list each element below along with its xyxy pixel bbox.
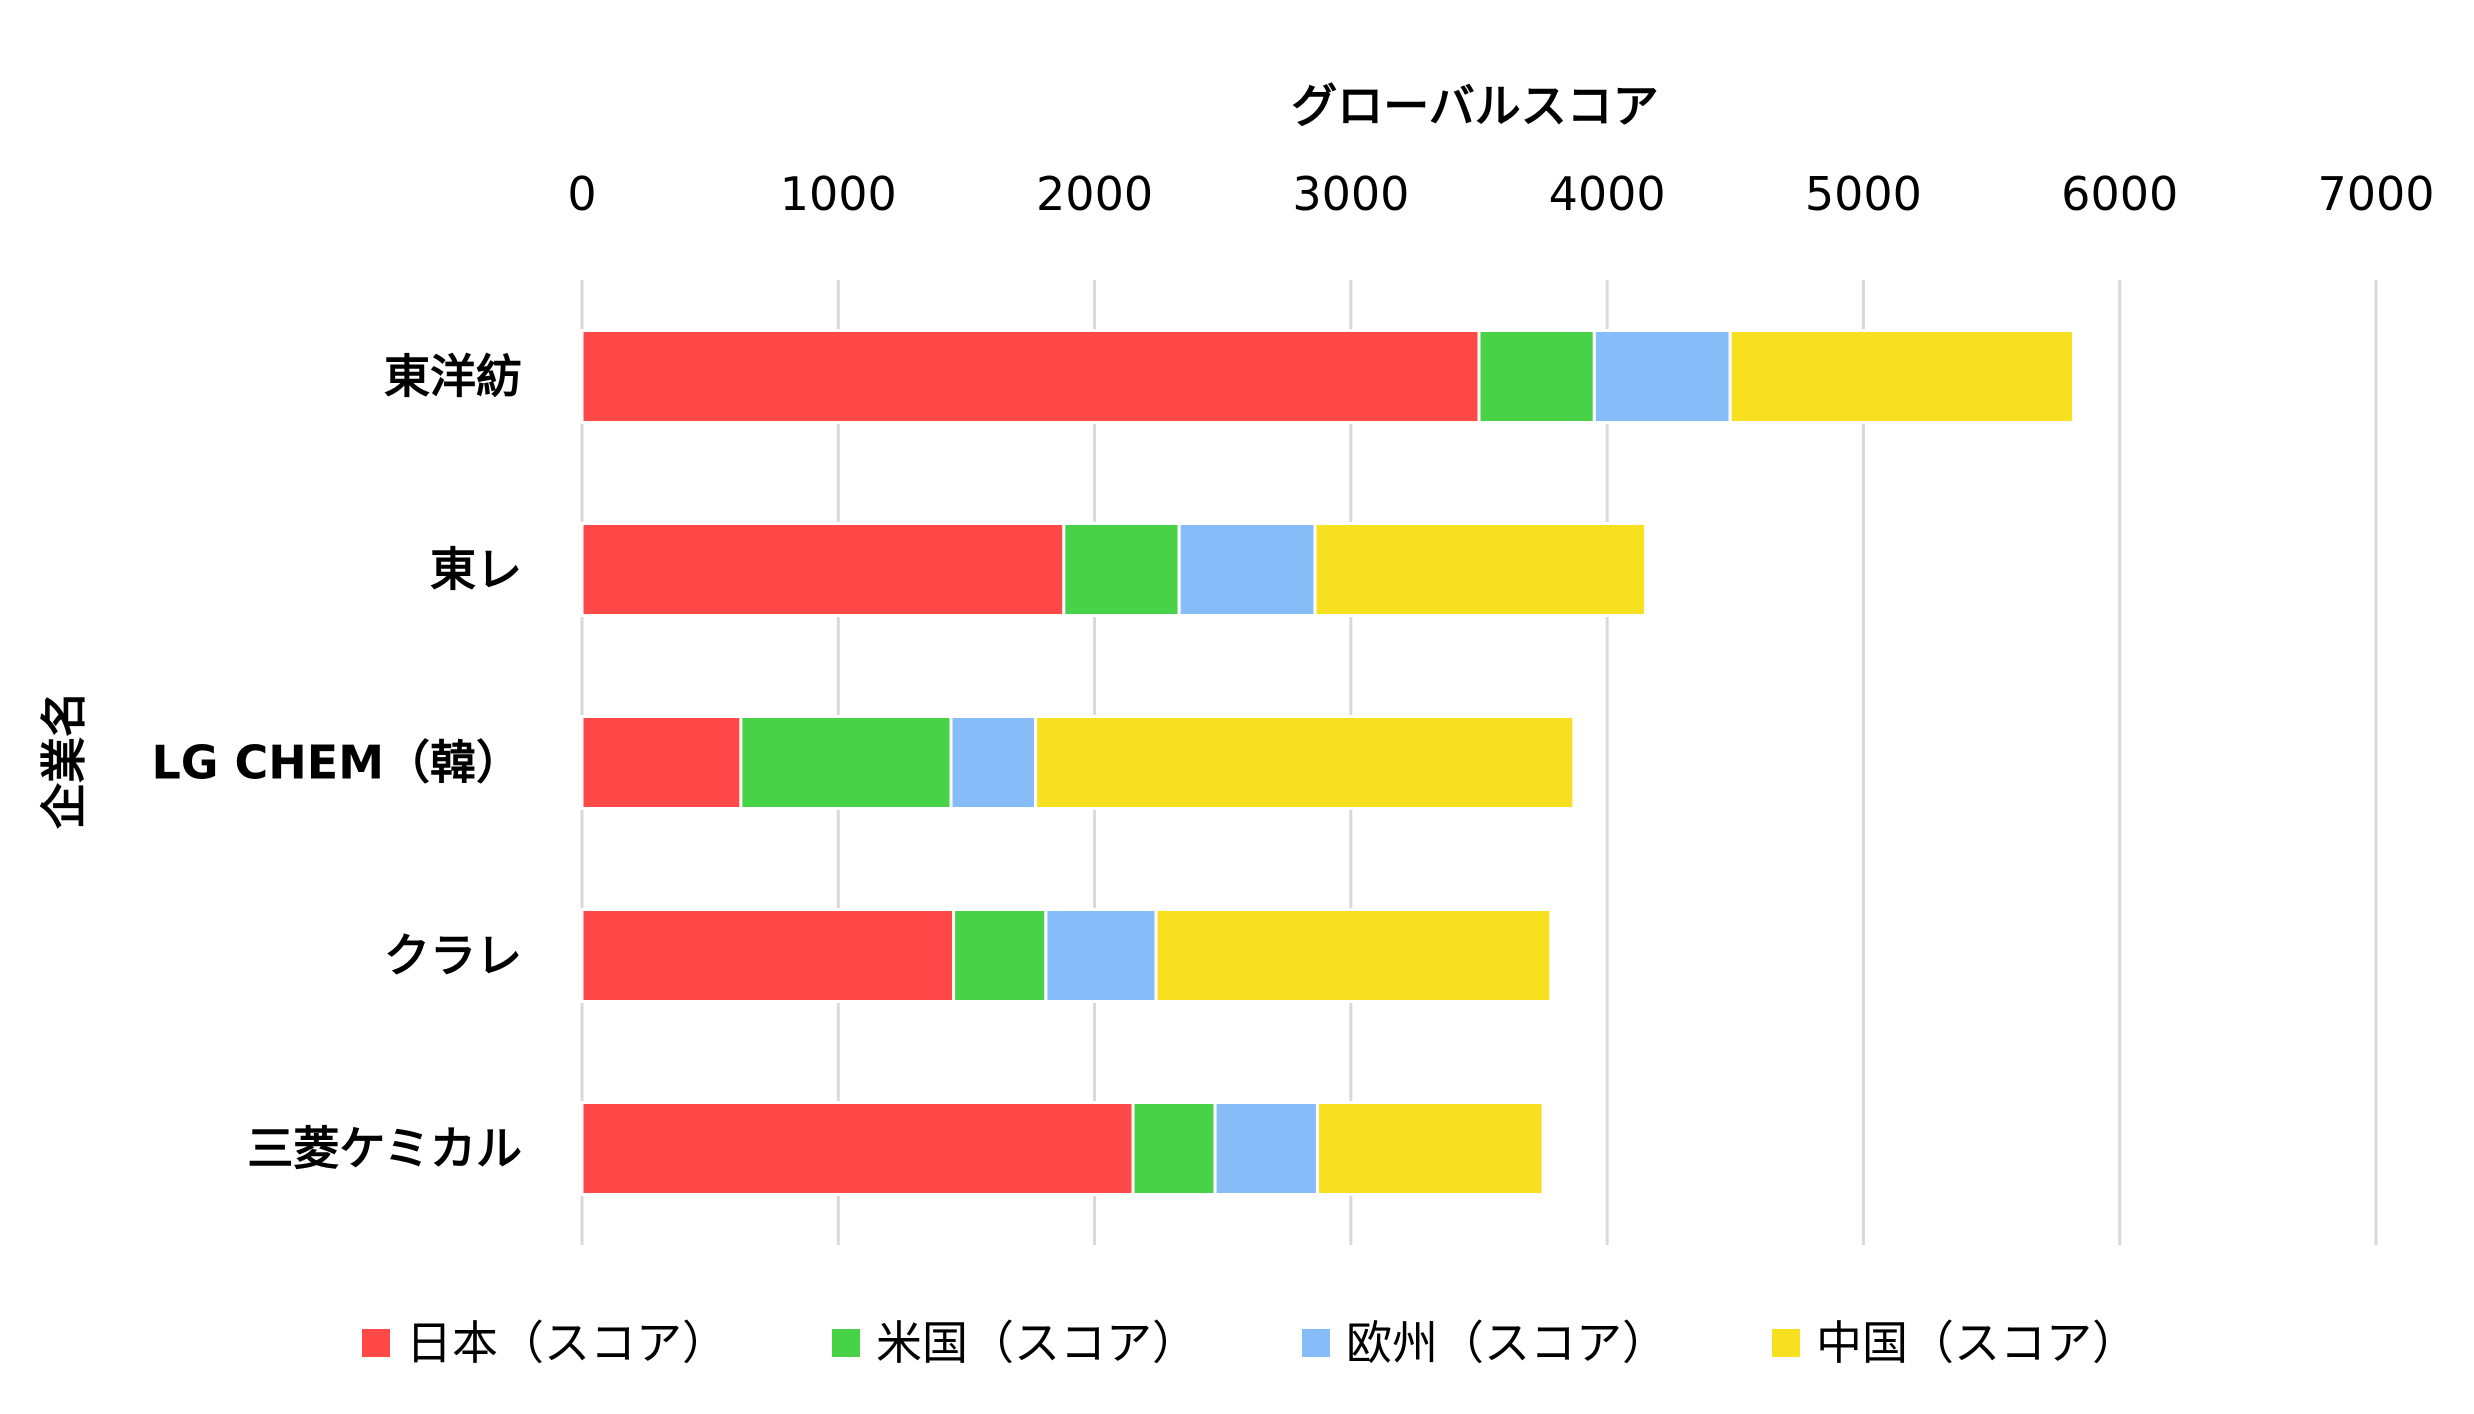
bar-segment [1215, 1103, 1318, 1195]
bar-segment [1046, 910, 1156, 1002]
bar-segment [582, 717, 741, 809]
legend-swatch [1302, 1329, 1330, 1357]
x-tick-label: 1000 [780, 167, 897, 221]
x-tick-label: 7000 [2317, 167, 2434, 221]
x-tick-label: 0 [567, 167, 596, 221]
bar-segment [954, 910, 1046, 1002]
legend-label: 日本（スコア） [406, 1316, 728, 1370]
legend-label: 米国（スコア） [876, 1316, 1198, 1370]
y-axis-title: 企業名 [37, 691, 91, 829]
legend-label: 欧州（スコア） [1346, 1316, 1668, 1370]
bar-segment [1036, 717, 1574, 809]
category-label: 東レ [430, 543, 522, 597]
legend: 日本（スコア） 米国（スコア） 欧州（スコア） 中国（スコア） [362, 1316, 2138, 1370]
bar-segment [1594, 331, 1730, 423]
x-axis-ticks: 0 1000 2000 3000 4000 5000 6000 7000 [567, 167, 2434, 221]
bar-segment [582, 524, 1064, 616]
legend-swatch [362, 1329, 390, 1357]
bar-segment [1179, 524, 1315, 616]
bar-segment [1064, 524, 1179, 616]
bar-segment [1318, 1103, 1544, 1195]
bar-segment [951, 717, 1036, 809]
x-axis-title: グローバルスコア [1291, 79, 1659, 133]
category-label: クラレ [384, 929, 522, 983]
x-tick-label: 2000 [1036, 167, 1153, 221]
category-label: 東洋紡 [384, 350, 522, 404]
legend-swatch [832, 1329, 860, 1357]
bar-segment [1133, 1103, 1215, 1195]
category-label: LG CHEM（韓） [151, 736, 522, 790]
bar-segment [582, 1103, 1133, 1195]
bars [582, 331, 2074, 1195]
legend-swatch [1772, 1329, 1800, 1357]
category-label: 三菱ケミカル [247, 1122, 522, 1176]
bar-segment [1479, 331, 1594, 423]
bar-segment [1730, 331, 2073, 423]
bar-segment [1315, 524, 1646, 616]
x-tick-label: 3000 [1292, 167, 1409, 221]
bar-segment [582, 331, 1479, 423]
category-labels: 東洋紡東レ LG CHEM（韓） クラレ三菱ケミカル [151, 350, 522, 1176]
bar-segment [741, 717, 951, 809]
legend-label: 中国（スコア） [1816, 1316, 2138, 1370]
x-tick-label: 6000 [2061, 167, 2178, 221]
x-tick-label: 5000 [1805, 167, 1922, 221]
bar-segment [582, 910, 954, 1002]
x-tick-label: 4000 [1549, 167, 1666, 221]
bar-segment [1156, 910, 1551, 1002]
